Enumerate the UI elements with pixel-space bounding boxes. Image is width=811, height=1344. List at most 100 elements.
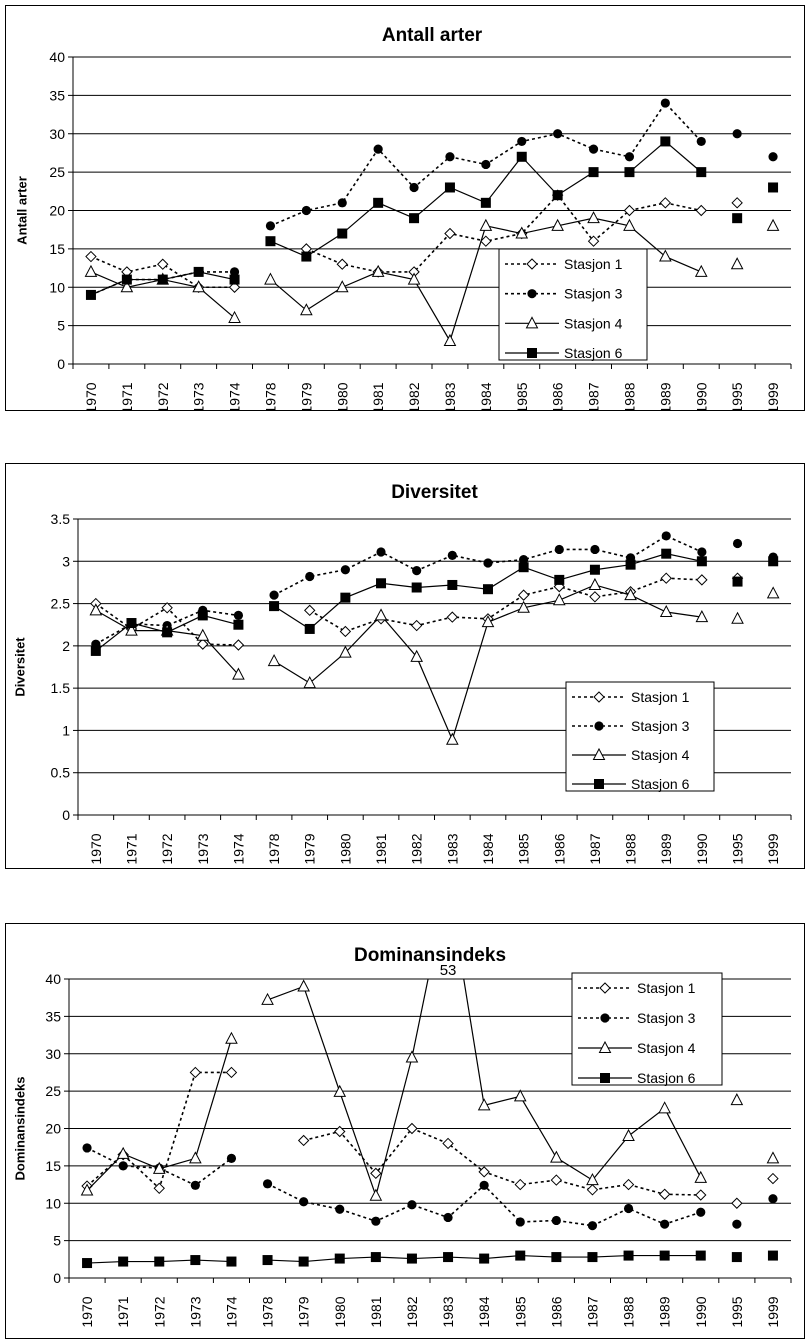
marker-stasjon-6: [337, 229, 347, 239]
x-tick-label: 1971: [119, 382, 135, 410]
marker-stasjon-1: [447, 612, 457, 622]
x-tick-label: 1974: [227, 382, 243, 410]
legend-label: Stasjon 1: [637, 980, 696, 996]
marker-stasjon-4: [406, 1051, 417, 1062]
marker-stasjon-3: [517, 137, 526, 146]
marker-stasjon-6: [190, 1255, 200, 1265]
marker-stasjon-3: [600, 1013, 609, 1022]
x-tick-label: 1982: [409, 833, 425, 864]
marker-stasjon-4: [447, 734, 458, 745]
marker-stasjon-1: [587, 1185, 597, 1195]
marker-stasjon-4: [444, 335, 455, 346]
x-tick-label: 1986: [550, 382, 566, 410]
y-tick-label: 0: [57, 356, 65, 372]
marker-stasjon-3: [234, 611, 243, 620]
marker-stasjon-3: [590, 545, 599, 554]
marker-stasjon-6: [587, 1252, 597, 1262]
x-tick-label: 1989: [658, 833, 674, 864]
marker-stasjon-4: [262, 994, 273, 1005]
marker-stasjon-3: [227, 1154, 236, 1163]
x-tick-label: 1979: [302, 833, 318, 864]
y-tick-label: 30: [49, 126, 65, 142]
x-tick-label: 1978: [260, 1296, 276, 1327]
marker-stasjon-6: [590, 565, 600, 575]
marker-stasjon-3: [516, 1217, 525, 1226]
marker-stasjon-1: [299, 1135, 309, 1145]
x-tick-label: 1982: [406, 382, 422, 410]
marker-stasjon-6: [697, 556, 707, 566]
marker-stasjon-4: [660, 251, 671, 261]
series-line: [268, 1184, 701, 1226]
marker-stasjon-3: [552, 1216, 561, 1225]
marker-stasjon-3: [697, 547, 706, 556]
marker-stasjon-6: [198, 610, 208, 620]
marker-stasjon-3: [480, 1181, 489, 1190]
y-tick-label: 3.5: [51, 511, 71, 527]
legend-label: Stasjon 6: [637, 1070, 696, 1086]
chart-title: Dominansindeks: [354, 945, 506, 966]
chart-svg: DiversitetDiversitet00.511.522.533.51970…: [6, 464, 804, 868]
marker-stasjon-4: [768, 220, 779, 231]
x-tick-label: 1990: [693, 382, 709, 410]
x-tick-label: 1979: [298, 382, 314, 410]
x-tick-label: 1970: [88, 833, 104, 864]
x-tick-label: 1974: [223, 1296, 239, 1327]
y-tick-label: 25: [49, 164, 65, 180]
marker-stasjon-6: [305, 624, 315, 634]
marker-stasjon-3: [733, 129, 742, 138]
x-tick-label: 1987: [587, 833, 603, 864]
marker-stasjon-1: [190, 1067, 200, 1077]
x-tick-label: 1995: [730, 833, 746, 864]
marker-stasjon-6: [269, 601, 279, 611]
x-tick-label: 1972: [151, 1296, 167, 1327]
x-tick-label: 1983: [444, 833, 460, 864]
x-tick-label: 1981: [370, 382, 386, 410]
marker-stasjon-1: [697, 575, 707, 585]
marker-stasjon-3: [733, 539, 742, 548]
legend-label: Stasjon 3: [631, 718, 690, 734]
y-tick-label: 0.5: [51, 765, 71, 781]
marker-stasjon-6: [335, 1254, 345, 1264]
marker-stasjon-6: [519, 562, 529, 572]
chart-antall-arter: Antall arter Antall arter 0 5 10 15 20 25 30 35 40…: [5, 5, 805, 411]
marker-stasjon-6: [660, 1251, 670, 1261]
y-tick-label: 3: [62, 553, 70, 569]
marker-stasjon-6: [527, 348, 537, 358]
marker-stasjon-3: [374, 145, 383, 154]
x-tick-label: 1972: [159, 833, 175, 864]
marker-stasjon-4: [298, 980, 309, 991]
series-stasjon-6: [82, 1251, 778, 1268]
marker-stasjon-6: [233, 620, 243, 630]
x-tick-label: 1971: [115, 1296, 131, 1327]
marker-stasjon-6: [194, 267, 204, 277]
y-tick-label: 25: [45, 1083, 61, 1099]
chart-svg: Antall arterAntall arter0510152025303540…: [6, 6, 804, 410]
marker-stasjon-4: [732, 258, 743, 269]
x-tick-label: 1995: [729, 1296, 745, 1327]
marker-stasjon-4: [370, 1190, 381, 1201]
series-stasjon-1: [82, 1067, 778, 1208]
series-stasjon-6: [91, 549, 778, 656]
y-tick-label: 10: [49, 279, 65, 295]
x-tick-label: 1972: [155, 382, 171, 410]
annotation-label: 53: [440, 962, 457, 979]
y-tick-label: 2: [62, 638, 70, 654]
marker-stasjon-1: [305, 605, 315, 615]
marker-stasjon-3: [588, 1221, 597, 1230]
marker-stasjon-4: [226, 1033, 237, 1044]
x-tick-label: 1980: [337, 833, 353, 864]
marker-stasjon-4: [269, 655, 280, 666]
x-tick-label: 1987: [584, 1296, 600, 1327]
marker-stasjon-4: [623, 1130, 634, 1141]
x-tick-label: 1984: [480, 833, 496, 864]
marker-stasjon-4: [731, 1094, 742, 1105]
marker-stasjon-3: [299, 1197, 308, 1206]
y-tick-label: 10: [45, 1195, 61, 1211]
x-tick-label: 1985: [516, 833, 532, 864]
marker-stasjon-1: [551, 1175, 561, 1185]
y-axis-label: Diversitet: [12, 637, 27, 697]
x-tick-label: 1983: [442, 382, 458, 410]
x-tick-label: 1980: [332, 1296, 348, 1327]
marker-stasjon-3: [697, 137, 706, 146]
marker-stasjon-3: [409, 183, 418, 192]
